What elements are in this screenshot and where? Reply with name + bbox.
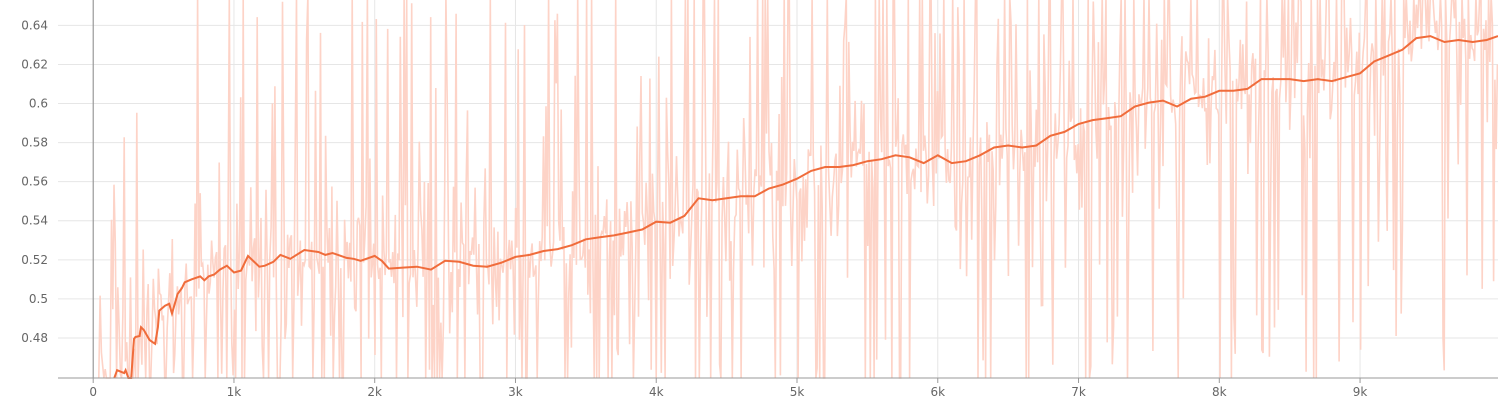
- x-tick-label: 5k: [790, 385, 805, 399]
- x-tick-label: 2k: [367, 385, 382, 399]
- y-tick-label: 0.62: [21, 57, 48, 71]
- y-tick-label: 0.5: [29, 292, 48, 306]
- smoothed-series-line: [113, 35, 1498, 379]
- x-tick-label: 8k: [1212, 385, 1227, 399]
- axes: [58, 0, 1498, 383]
- y-tick-label: 0.54: [21, 214, 48, 228]
- x-tick-label: 6k: [930, 385, 945, 399]
- y-tick-label: 0.56: [21, 175, 48, 189]
- x-tick-label: 4k: [649, 385, 664, 399]
- x-tick-label: 9k: [1353, 385, 1368, 399]
- raw-series-line: [98, 0, 1498, 379]
- smoothed-series: [113, 35, 1498, 379]
- raw-series: [98, 0, 1498, 379]
- y-tick-label: 0.58: [21, 136, 48, 150]
- x-tick-label: 1k: [227, 385, 242, 399]
- y-tick-label: 0.6: [29, 97, 48, 111]
- y-tick-label: 0.48: [21, 331, 48, 345]
- x-tick-label: 3k: [508, 385, 523, 399]
- y-tick-label: 0.64: [21, 18, 48, 32]
- y-tick-label: 0.52: [21, 253, 48, 267]
- x-tick-label: 7k: [1071, 385, 1086, 399]
- x-tick-label: 0: [89, 385, 97, 399]
- tick-labels: 0.48 0.5 0.52 0.54 0.56 0.58 0.6 0.62 0.64 0 1k 2k 3…: [21, 18, 1367, 399]
